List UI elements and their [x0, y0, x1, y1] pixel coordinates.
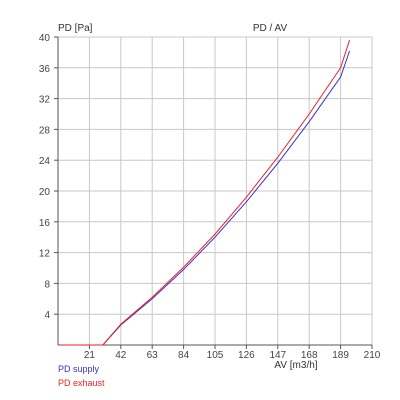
legend-entry-exhaust: PD exhaust	[58, 378, 105, 388]
x-tick-label: 126	[238, 350, 255, 361]
legend-entry-supply: PD supply	[58, 364, 100, 374]
y-tick-label: 20	[39, 187, 51, 198]
series-lines	[58, 39, 351, 346]
y-axis-label: PD [Pa]	[58, 23, 93, 34]
y-tick-label: 24	[39, 156, 51, 167]
y-tick-label: 16	[39, 218, 51, 229]
x-tick-label: 147	[269, 350, 286, 361]
y-tick-label: 40	[39, 33, 51, 44]
x-tick-label: 21	[84, 350, 96, 361]
x-tick-label: 84	[178, 350, 190, 361]
y-tick-label: 12	[39, 249, 51, 260]
tick-labels: 21 42 63 84 105 126 147 168 189 210 4 8 12 16 20 24 28 32…	[39, 33, 381, 361]
series-line-exhaust	[58, 39, 351, 346]
chart-title: PD / AV	[253, 23, 288, 34]
y-tick-label: 36	[39, 64, 51, 75]
x-tick-label: 168	[301, 350, 318, 361]
x-tick-label: 210	[364, 350, 381, 361]
y-tick-label: 4	[44, 310, 50, 321]
y-tick-label: 28	[39, 125, 51, 136]
x-tick-label: 63	[147, 350, 159, 361]
x-tick-label: 189	[332, 350, 349, 361]
grid	[58, 36, 373, 345]
axes	[54, 36, 373, 349]
x-tick-label: 42	[115, 350, 127, 361]
x-tick-label: 105	[207, 350, 224, 361]
y-tick-label: 8	[44, 279, 50, 290]
x-axis-label: AV [m3/h]	[274, 360, 317, 371]
series-line-supply	[58, 50, 351, 346]
y-tick-label: 32	[39, 95, 51, 106]
